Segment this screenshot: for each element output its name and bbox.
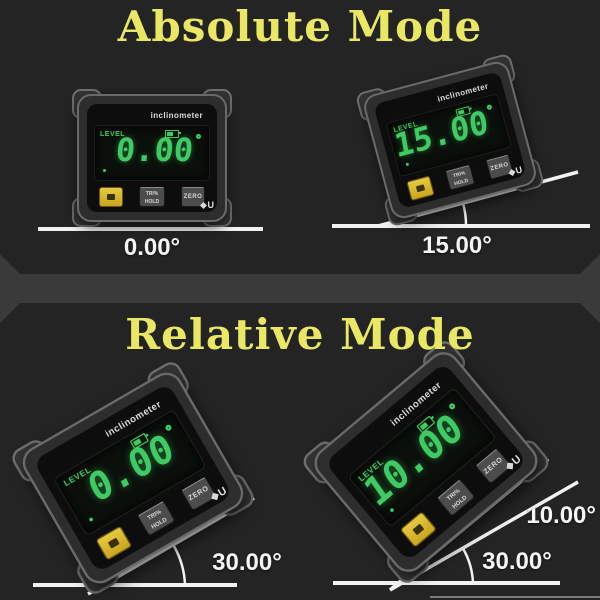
indicator-dot-icon	[389, 507, 395, 513]
diamond-icon	[505, 462, 513, 470]
degree-indicator-icon	[486, 104, 493, 111]
tri-hold-button: TRI% HOLD	[139, 187, 165, 207]
device-face: inclinometer LEVEL 15.00 TRI% HOLD ZERO …	[373, 71, 527, 209]
brand-logo: U	[508, 164, 524, 178]
indicator-dot-icon	[88, 517, 94, 522]
brand-logo: U	[199, 200, 215, 210]
zero-button: ZERO	[181, 187, 205, 207]
angle-readout: 0.00	[114, 131, 195, 169]
angle-label-absolute-tilted: 15.00°	[422, 232, 492, 259]
angle-label-absolute-flat: 0.00°	[123, 234, 181, 261]
power-button	[99, 187, 123, 207]
diamond-icon	[199, 201, 207, 209]
diamond-icon	[508, 168, 515, 176]
logo-letter: U	[207, 200, 215, 210]
device-body: inclinometer LEVEL 0.00 TRI% HOLD ZERO U	[77, 94, 227, 222]
angle-label-relative-zeroed: 30.00°	[212, 549, 282, 576]
angle-readout: 15.00	[391, 102, 491, 166]
power-button	[95, 525, 133, 561]
indicator-dot-icon	[103, 169, 106, 172]
inclinometer-device: inclinometer LEVEL 0.00 TRI% HOLD ZERO U	[72, 89, 232, 227]
lcd-screen: LEVEL 0.00	[95, 126, 209, 180]
angle-label-relative-base: 30.00°	[482, 548, 552, 575]
degree-indicator-icon	[447, 402, 457, 411]
tri-hold-button: TRI% HOLD	[444, 164, 476, 191]
power-button	[399, 511, 438, 548]
logo-letter: U	[514, 164, 524, 176]
absolute-mode-title: Absolute Mode	[117, 2, 483, 51]
button-row: TRI% HOLD ZERO	[97, 185, 207, 207]
indicator-dot-icon	[405, 162, 410, 167]
angle-arc	[462, 203, 468, 226]
tri-hold-button: TRI% HOLD	[436, 478, 476, 518]
device-absolute-flat: inclinometer LEVEL 0.00 TRI% HOLD ZERO U	[72, 89, 232, 227]
device-face: inclinometer LEVEL 0.00 TRI% HOLD ZERO U	[87, 104, 217, 212]
diamond-icon	[210, 492, 218, 500]
angle-arc	[172, 544, 187, 586]
lcd-screen: LEVEL 10.00	[348, 388, 496, 527]
angle-label-relative-offset: 10.00°	[526, 502, 596, 529]
degree-indicator-icon	[164, 423, 173, 432]
angle-arc	[461, 547, 475, 584]
power-button	[406, 175, 435, 202]
relative-mode-title: Relative Mode	[125, 310, 475, 359]
level-label: LEVEL	[100, 131, 126, 138]
degree-indicator-icon	[196, 134, 201, 139]
battery-icon	[165, 130, 181, 138]
brand-label: inclinometer	[150, 111, 203, 120]
tri-hold-button: TRI% HOLD	[136, 500, 176, 537]
